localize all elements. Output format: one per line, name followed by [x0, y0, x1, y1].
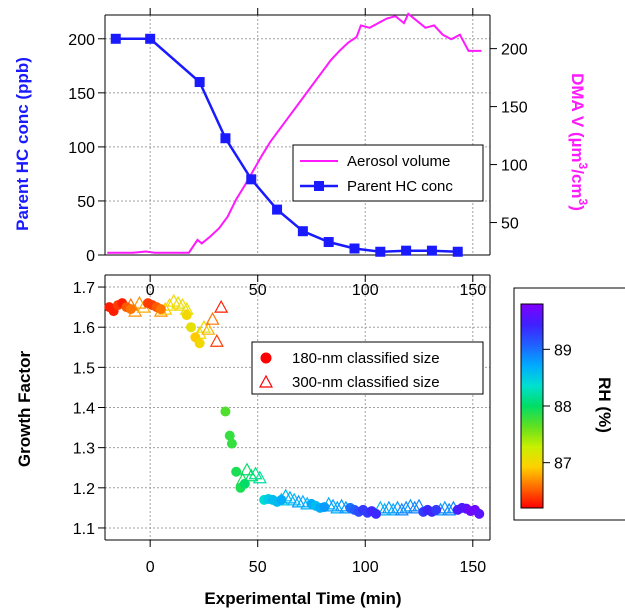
parent-hc-point — [375, 246, 386, 257]
top-left-y-tick-label: 0 — [86, 248, 95, 265]
legend-hc-marker-swatch — [314, 181, 324, 191]
bottom-y-axis-title: Growth Factor — [15, 351, 34, 468]
gf-180nm-point — [474, 508, 485, 519]
top-chart: 0 50 100 150 200 50 100 150 200 Aerosol volume Par… — [68, 8, 528, 265]
parent-hc-point — [220, 133, 231, 144]
right-y-axis-title-main: DMA V (µm — [568, 73, 587, 162]
bottom-x-tick-label: 0 — [146, 559, 155, 576]
right-y-axis-title-sup1: 3 — [576, 163, 590, 170]
top-right-y-tick-label: 150 — [501, 100, 528, 117]
right-y-axis-title-sup2: 3 — [576, 199, 590, 206]
gf-300nm-point — [252, 470, 267, 484]
right-y-axis-title-end: ) — [568, 205, 587, 211]
gf-300nm-point — [214, 299, 229, 313]
gf-300nm-point — [377, 502, 392, 516]
bottom-y-tick-label: 1.4 — [73, 401, 95, 418]
gf-180nm-point — [276, 494, 287, 505]
gf-180nm-point — [220, 406, 231, 417]
legend-180nm-label: 180-nm classified size — [292, 350, 440, 367]
aerosol-volume-line — [107, 12, 482, 254]
parent-hc-point — [401, 245, 412, 256]
right-y-axis-title: DMA V (µm3/cm3) — [568, 73, 590, 211]
legend-300nm-swatch — [258, 374, 274, 388]
middle-x-tick-label: 50 — [249, 282, 267, 299]
colorbar-frame — [513, 287, 625, 521]
gf-180nm-point — [226, 438, 237, 449]
gf-300nm-point — [244, 468, 259, 482]
parent-hc-point — [246, 174, 257, 185]
legend-300nm-label: 300-nm classified size — [292, 374, 440, 391]
gf-300nm-point — [209, 333, 224, 347]
bottom-chart: 0 50 100 150 0 50 100 150 1.1 1.2 1.3 1.4 1.5 1.6 1.7 1… — [73, 274, 491, 576]
right-y-axis-title-mid: /cm — [568, 169, 587, 198]
top-right-y-tick-label: 50 — [501, 216, 519, 233]
colorbar-tick-label: 87 — [554, 456, 572, 473]
gf-300nm-point — [386, 502, 401, 516]
parent-hc-point — [297, 226, 308, 237]
gf-180nm-point — [224, 430, 235, 441]
gf-300nm-point — [201, 321, 216, 335]
gf-180nm-point — [319, 502, 330, 513]
legend-aerosol-label: Aerosol volume — [347, 153, 450, 170]
bottom-y-tick-label: 1.1 — [73, 521, 95, 538]
colorbar-bar — [520, 303, 544, 509]
gf-180nm-point — [231, 466, 242, 477]
bottom-y-tick-label: 1.6 — [73, 320, 95, 337]
middle-x-tick-label: 0 — [146, 282, 155, 299]
parent-hc-point — [323, 237, 334, 248]
gf-180nm-point — [155, 304, 166, 315]
bottom-y-tick-label: 1.3 — [73, 441, 95, 458]
parent-hc-point — [349, 243, 360, 254]
bottom-x-tick-label: 50 — [249, 559, 267, 576]
bottom-y-tick-label: 1.5 — [73, 360, 95, 377]
colorbar-title: RH (%) — [595, 377, 614, 433]
bottom-y-tick-label: 1.2 — [73, 481, 95, 498]
gf-300nm-point — [330, 500, 345, 514]
colorbar-tick-label: 88 — [554, 399, 572, 416]
colorbar-tick-label: 89 — [554, 342, 572, 359]
middle-x-tick-label: 150 — [459, 282, 486, 299]
gf-300nm-point — [162, 297, 177, 311]
legend-hc-label: Parent HC conc — [347, 178, 453, 195]
gf-180nm-point — [431, 504, 442, 515]
gf-180nm-point — [181, 310, 192, 321]
rh-colorbar: 87 88 89 — [513, 287, 625, 521]
parent-hc-point — [426, 245, 437, 256]
parent-hc-point — [110, 33, 121, 44]
x-axis-title: Experimental Time (min) — [204, 589, 401, 608]
top-right-y-tick-label: 200 — [501, 42, 528, 59]
bottom-y-tick-label: 1.7 — [73, 280, 95, 297]
top-right-y-tick-label: 100 — [501, 158, 528, 175]
middle-x-tick-label: 100 — [352, 282, 379, 299]
bottom-legend-box — [251, 341, 484, 395]
gf-300nm-point — [399, 500, 414, 514]
gf-300nm-point — [407, 500, 422, 514]
bottom-legend: 180-nm classified size 300-nm classified … — [251, 341, 484, 395]
parent-hc-point — [272, 204, 283, 215]
gf-300nm-point — [442, 502, 457, 516]
parent-hc-point — [145, 33, 156, 44]
top-legend: Aerosol volume Parent HC conc — [292, 144, 484, 202]
parent-hc-point — [194, 77, 205, 88]
bottom-x-tick-label: 100 — [352, 559, 379, 576]
left-y-axis-title: Parent HC conc (ppb) — [13, 57, 32, 231]
legend-180nm-swatch — [260, 352, 272, 364]
gf-300nm-point — [239, 462, 254, 476]
top-left-y-tick-label: 100 — [68, 140, 95, 157]
top-left-y-tick-label: 50 — [77, 194, 95, 211]
gf-300nm-point — [205, 311, 220, 325]
parent-hc-point — [452, 246, 463, 257]
gf-180nm-point — [194, 338, 205, 349]
top-left-y-tick-label: 200 — [68, 32, 95, 49]
top-legend-box — [292, 144, 484, 202]
gf-180nm-point — [125, 304, 136, 315]
bottom-x-tick-label: 150 — [459, 559, 486, 576]
gf-180nm-point — [186, 322, 197, 333]
top-left-y-tick-label: 150 — [68, 86, 95, 103]
gf-180nm-point — [239, 478, 250, 489]
gf-180nm-point — [371, 508, 382, 519]
